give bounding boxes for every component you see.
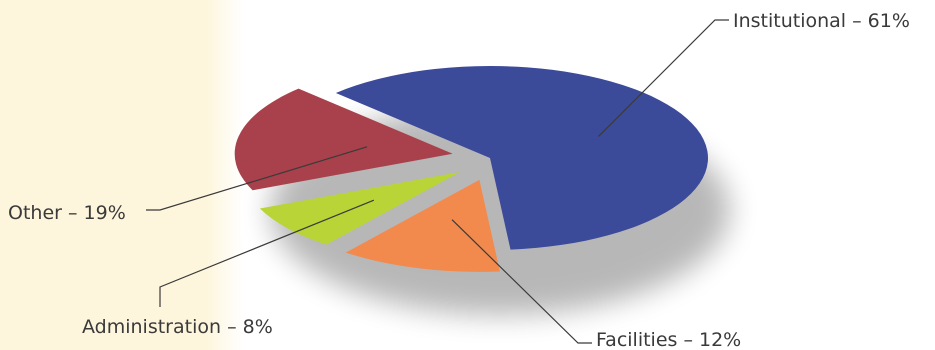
leader-line-facilities [451,219,592,344]
slice-label-other: Other – 19% [8,202,126,224]
pie-slice-institutional [335,66,708,250]
leader-line-administration [159,199,375,307]
slice-labels: Institutional – 61% Facilities – 12% Admin… [8,10,910,350]
pie-slice-other [234,88,453,191]
leader-line-institutional [598,19,729,137]
slice-label-facilities: Facilities – 12% [596,329,741,350]
leader-lines [146,19,729,344]
leader-line-other [146,146,368,211]
pie-slices [234,66,708,272]
slice-label-institutional: Institutional – 61% [733,10,910,32]
pie-slice-facilities [345,179,500,272]
slice-label-administration: Administration – 8% [82,316,273,338]
